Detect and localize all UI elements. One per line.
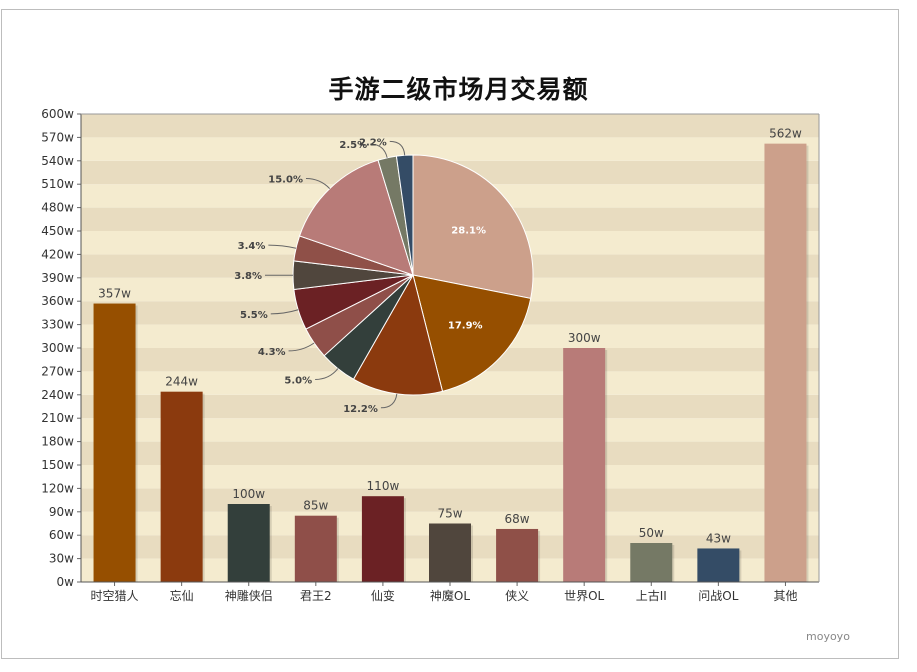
pie-slice-label: 4.3% [258, 347, 286, 358]
pie-leader-line [270, 309, 299, 315]
bar [563, 348, 606, 582]
y-tick-label: 540w [41, 154, 74, 168]
grid-band [81, 418, 819, 442]
pie-slice-label: 3.4% [238, 241, 266, 252]
bar [160, 391, 203, 582]
x-tick-label: 侠义 [505, 589, 529, 603]
bar [429, 523, 471, 582]
bar-value-label: 43w [706, 531, 731, 545]
pie-slice-label: 2.5% [339, 140, 367, 151]
bar-value-label: 75w [437, 507, 462, 521]
bar-value-label: 244w [165, 375, 198, 389]
y-tick-label: 600w [41, 107, 74, 121]
grid-band [81, 465, 819, 489]
grid-band [81, 441, 819, 465]
pie-slice-label: 12.2% [343, 404, 378, 415]
bar [93, 303, 136, 582]
y-tick-label: 480w [41, 201, 74, 215]
bar-value-label: 357w [98, 287, 131, 301]
grid-band [81, 137, 819, 161]
y-tick-label: 120w [41, 481, 74, 495]
y-tick-label: 270w [41, 364, 74, 378]
y-tick-label: 300w [41, 341, 74, 355]
pie-slice-label: 17.9% [448, 321, 483, 332]
y-tick-label: 330w [41, 318, 74, 332]
pie-slice-label: 28.1% [451, 225, 486, 236]
y-tick-label: 180w [41, 435, 74, 449]
x-tick-label: 时空猎人 [91, 589, 139, 603]
bar [227, 504, 270, 582]
y-tick-label: 210w [41, 411, 74, 425]
bar [294, 515, 337, 582]
y-tick-label: 240w [41, 388, 74, 402]
pie-slice [395, 154, 414, 276]
pie-leader-line [305, 178, 331, 189]
y-tick-label: 420w [41, 247, 74, 261]
bar [764, 143, 807, 582]
y-tick-label: 510w [41, 177, 74, 191]
y-tick-label: 0w [57, 575, 75, 589]
bar-value-label: 300w [568, 331, 601, 345]
x-tick-label: 问战OL [698, 589, 738, 603]
pie-leader-line [268, 244, 297, 249]
bar [496, 528, 539, 582]
y-tick-label: 30w [49, 552, 74, 566]
bar-value-label: 100w [232, 487, 265, 501]
pie-slice [298, 159, 414, 276]
bar [361, 496, 404, 582]
chart-title: 手游二级市场月交易额 [328, 75, 589, 104]
bar [697, 548, 740, 582]
bar-value-label: 50w [639, 526, 664, 540]
x-tick-label: 神魔OL [430, 588, 470, 603]
pie-slice-label: 3.8% [234, 271, 262, 282]
pie-slice [352, 273, 444, 396]
pie-slice-label: 5.0% [284, 376, 312, 387]
pie-leader-line [380, 393, 398, 409]
y-tick-label: 150w [41, 458, 74, 472]
bar-value-label: 110w [367, 479, 400, 493]
pie-slice-label: 2.2% [359, 137, 387, 148]
x-tick-label: 忘仙 [170, 588, 194, 603]
x-tick-label: 神雕侠侣 [225, 588, 273, 603]
x-tick-label: 君王2 [300, 589, 332, 603]
pie-slice [412, 154, 534, 300]
y-tick-label: 90w [49, 505, 74, 519]
grid-band [81, 114, 819, 138]
x-tick-label: 上古II [636, 588, 667, 603]
pie-leader-line [315, 368, 339, 381]
y-tick-label: 60w [49, 528, 74, 542]
x-tick-label: 世界OL [564, 589, 604, 603]
x-tick-label: 仙变 [371, 588, 395, 603]
pie-leader-line [370, 143, 388, 158]
bar-value-label: 562w [769, 127, 802, 141]
y-tick-label: 570w [41, 130, 74, 144]
bar-value-label: 85w [303, 499, 328, 513]
y-tick-label: 390w [41, 271, 74, 285]
y-tick-label: 360w [41, 294, 74, 308]
grid-band [81, 394, 819, 419]
y-tick-label: 450w [41, 224, 74, 238]
watermark: moyoyo [806, 630, 850, 643]
pie-leader-line [288, 342, 315, 352]
pie-slice-label: 5.5% [240, 310, 268, 321]
pie-slice [412, 274, 532, 392]
x-tick-label: 其他 [773, 589, 797, 603]
pie-slice-label: 15.0% [268, 175, 303, 186]
bar-value-label: 68w [505, 512, 530, 526]
bar [630, 543, 673, 582]
pie-leader-line [389, 140, 406, 156]
